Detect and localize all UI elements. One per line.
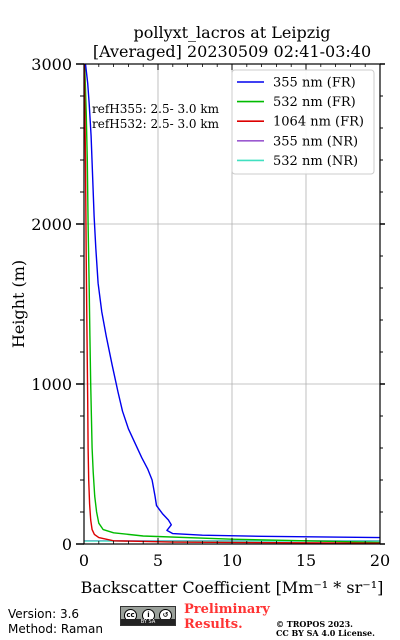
legend-entry-label: 532 nm (FR) (273, 95, 356, 110)
x-tick-label: 0 (79, 551, 89, 570)
y-tick-label: 2000 (31, 215, 72, 234)
preliminary-line2: Results. (184, 617, 243, 632)
y-tick-label: 3000 (31, 55, 72, 74)
copyright-notice: © TROPOS 2023. CC BY SA 4.0 License. (276, 620, 375, 638)
y-axis-label: Height (m) (9, 260, 28, 348)
x-tick-label: 15 (296, 551, 316, 570)
legend-entry-label: 1064 nm (FR) (273, 115, 364, 130)
chart-title-line2: [Averaged] 20230509 02:41-03:40 (93, 42, 371, 61)
version-label: Version: 3.6 (8, 607, 80, 621)
series-lines (84, 64, 380, 544)
chart-title-line1: pollyxt_lacros at Leipzig (133, 23, 330, 42)
legend-box (231, 69, 375, 175)
x-tick-label: 10 (222, 551, 242, 570)
method-label: Method: Raman (8, 622, 103, 636)
cc-license-badge: cc i ↺ BY SA (120, 606, 176, 626)
x-axis-label: Backscatter Coefficient [Mm⁻¹ * sr⁻¹] (81, 578, 384, 597)
series-line-355-nm-fr (84, 64, 380, 539)
legend-entry-label: 532 nm (NR) (273, 154, 358, 169)
axis-ticks: 0 5 10 15 20 0 1000 2000 3000 (31, 55, 390, 570)
copyright-line1: © TROPOS 2023. (276, 619, 353, 629)
annotation-refh532: refH532: 2.5- 3.0 km (92, 117, 220, 131)
y-tick-label: 0 (62, 535, 72, 554)
x-tick-label: 20 (370, 551, 390, 570)
y-tick-label: 1000 (31, 375, 72, 394)
attribution-icon: i (142, 609, 155, 622)
license-badge-caption: BY SA (121, 619, 175, 625)
legend-entry-label: 355 nm (FR) (273, 76, 356, 91)
x-tick-label: 5 (153, 551, 163, 570)
copyright-line2: CC BY SA 4.0 License. (276, 628, 375, 638)
series-line-1064-nm-fr (84, 64, 380, 544)
annotation-refh355: refH355: 2.5- 3.0 km (92, 102, 220, 116)
preliminary-notice: Preliminary Results. (184, 602, 270, 632)
legend-entry-label: 355 nm (NR) (273, 134, 358, 149)
series-line-532-nm-fr (84, 64, 380, 544)
legend: 355 nm (FR) 532 nm (FR) 1064 nm (FR) 355 nm… (231, 69, 375, 175)
preliminary-line1: Preliminary (184, 602, 270, 617)
